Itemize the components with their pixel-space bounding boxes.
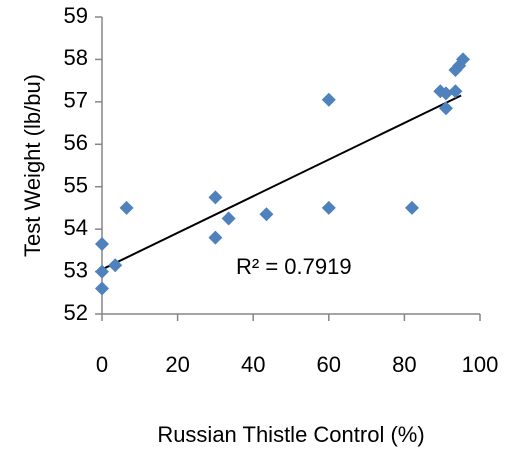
data-point xyxy=(321,92,336,107)
data-point xyxy=(95,281,109,296)
y-tick-label: 56 xyxy=(64,130,88,155)
data-point xyxy=(404,200,419,215)
r-squared-label: R² = 0.7919 xyxy=(236,254,352,279)
data-point xyxy=(221,211,236,226)
x-tick-label: 60 xyxy=(317,352,341,377)
data-point xyxy=(438,101,453,116)
y-tick-label: 54 xyxy=(64,215,88,240)
data-point xyxy=(95,236,109,251)
data-point xyxy=(321,200,336,215)
data-point xyxy=(259,207,274,222)
axes xyxy=(95,16,481,321)
data-point xyxy=(455,52,470,67)
data-point xyxy=(208,190,223,205)
trendline-layer xyxy=(101,94,462,271)
data-point xyxy=(108,258,123,273)
labels: 52 53 54 55 56 57 58 59 0 20 40 60 80 100 R² = 0.7919 R… xyxy=(20,3,498,447)
trendline xyxy=(101,94,462,271)
y-tick-label: 55 xyxy=(64,173,88,198)
data-point xyxy=(208,230,223,245)
x-tick-label: 0 xyxy=(96,352,108,377)
x-tick-label: 40 xyxy=(241,352,265,377)
x-tick-label: 20 xyxy=(165,352,189,377)
y-tick-label: 57 xyxy=(64,88,88,113)
y-tick-label: 58 xyxy=(64,45,88,70)
y-axis-title: Test Weight (lb/bu) xyxy=(20,74,45,257)
x-axis-title: Russian Thistle Control (%) xyxy=(157,422,424,447)
data-points xyxy=(95,52,470,296)
data-point xyxy=(119,200,134,215)
y-tick-label: 59 xyxy=(64,3,88,28)
x-tick-label: 80 xyxy=(392,352,416,377)
y-tick-label: 52 xyxy=(64,300,88,325)
data-point xyxy=(95,264,109,279)
y-tick-label: 53 xyxy=(64,257,88,282)
data-point xyxy=(448,84,463,99)
data-point xyxy=(438,86,453,101)
x-tick-label: 100 xyxy=(462,352,499,377)
